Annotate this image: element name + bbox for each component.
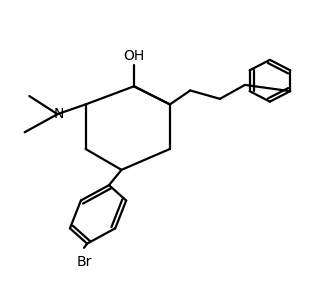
Text: N: N <box>54 107 64 121</box>
Text: Br: Br <box>76 255 92 269</box>
Text: OH: OH <box>123 49 145 63</box>
